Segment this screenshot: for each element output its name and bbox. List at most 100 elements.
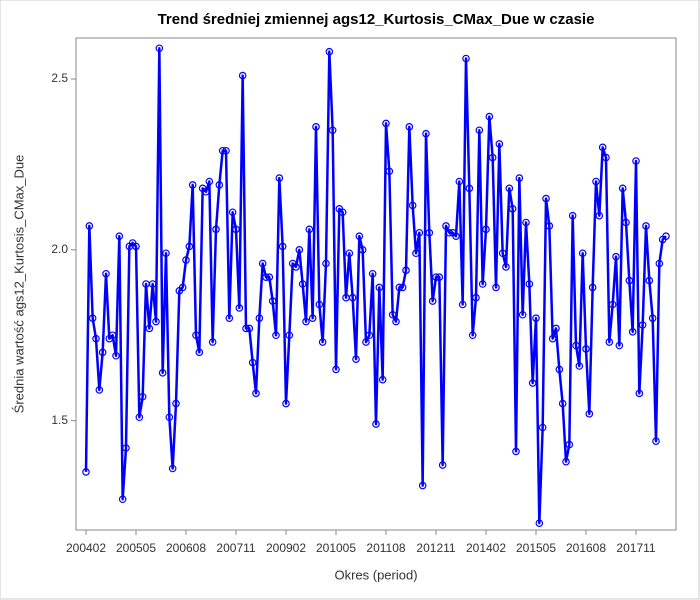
plot-frame xyxy=(75,37,677,531)
data-point xyxy=(358,246,367,254)
data-point xyxy=(195,348,204,357)
data-point xyxy=(98,348,107,357)
data-point xyxy=(572,341,580,350)
data-point xyxy=(362,338,370,346)
y-tick-label: 1.5 xyxy=(51,413,68,427)
data-point xyxy=(638,321,647,329)
data-point xyxy=(588,283,597,292)
data-point xyxy=(308,314,317,322)
data-point xyxy=(118,495,127,504)
data-point xyxy=(562,457,570,466)
data-point xyxy=(338,208,347,217)
data-point xyxy=(535,519,544,527)
data-point xyxy=(378,375,387,384)
data-point xyxy=(162,249,170,258)
data-point xyxy=(465,184,474,193)
data-point xyxy=(635,389,644,398)
data-point xyxy=(462,54,470,63)
x-tick-label: 200608 xyxy=(166,541,206,555)
data-point xyxy=(278,242,287,251)
data-point xyxy=(232,225,240,234)
data-point xyxy=(632,157,640,165)
data-point xyxy=(332,365,340,374)
data-point xyxy=(148,280,157,288)
data-point xyxy=(348,293,357,302)
data-point xyxy=(205,177,214,186)
data-point xyxy=(82,468,90,476)
y-tick-label: 2.5 xyxy=(51,71,68,85)
data-point xyxy=(458,300,467,309)
data-point xyxy=(85,222,94,230)
data-point xyxy=(215,181,224,189)
data-point xyxy=(498,249,507,258)
data-point xyxy=(102,269,110,278)
data-point xyxy=(512,447,520,456)
data-point xyxy=(222,146,230,155)
data-point xyxy=(345,249,354,258)
x-tick-label: 201608 xyxy=(566,541,606,555)
data-point xyxy=(172,399,180,408)
data-point xyxy=(115,232,124,240)
data-point xyxy=(108,331,117,340)
data-point xyxy=(165,413,174,422)
data-point xyxy=(608,300,617,309)
data-point xyxy=(202,187,210,196)
data-point xyxy=(565,440,574,449)
data-point xyxy=(192,331,200,340)
data-point xyxy=(642,222,650,230)
data-point xyxy=(655,259,664,268)
data-point xyxy=(442,222,450,230)
y-tick-label: 2.0 xyxy=(51,242,68,256)
data-point xyxy=(478,280,487,288)
data-point xyxy=(558,399,567,408)
data-point xyxy=(268,297,277,305)
data-point xyxy=(538,423,547,432)
data-point xyxy=(158,369,167,377)
data-point xyxy=(402,266,410,275)
data-point xyxy=(585,410,594,418)
data-point xyxy=(492,283,500,292)
data-point xyxy=(302,317,310,326)
data-point xyxy=(438,461,447,469)
data-point xyxy=(555,365,564,374)
data-point xyxy=(495,140,504,148)
data-point xyxy=(95,386,104,394)
x-tick-label: 201505 xyxy=(516,541,556,555)
x-tick-label: 200711 xyxy=(216,541,255,555)
data-point xyxy=(482,225,490,234)
data-point xyxy=(182,256,190,264)
data-point xyxy=(618,184,627,193)
data-point xyxy=(318,338,327,346)
data-point xyxy=(602,153,610,162)
data-point xyxy=(258,259,267,268)
data-point xyxy=(225,314,234,322)
data-point xyxy=(418,481,427,490)
data-point xyxy=(645,276,654,285)
y-axis-label: Średnia wartość ags12_Kurtosis_CMax_Due xyxy=(11,155,26,414)
data-point xyxy=(282,399,290,408)
data-point xyxy=(475,126,484,135)
data-point xyxy=(472,293,480,302)
data-point xyxy=(445,228,454,237)
x-tick-label: 201108 xyxy=(366,541,405,555)
data-point xyxy=(435,273,444,281)
data-point xyxy=(88,314,97,322)
x-tick-label: 200402 xyxy=(66,541,106,555)
data-point xyxy=(552,324,560,333)
data-point xyxy=(488,153,497,162)
x-tick-label: 201211 xyxy=(416,541,455,555)
data-point xyxy=(595,211,604,220)
data-point xyxy=(382,119,390,128)
data-point xyxy=(502,263,510,271)
data-point xyxy=(605,338,614,346)
data-point xyxy=(452,232,460,240)
data-point xyxy=(242,324,250,333)
data-point xyxy=(152,317,160,326)
data-point xyxy=(255,314,264,322)
data-point xyxy=(112,351,120,360)
data-point xyxy=(518,310,527,319)
data-point xyxy=(235,304,244,312)
x-tick-label: 201005 xyxy=(316,541,356,555)
